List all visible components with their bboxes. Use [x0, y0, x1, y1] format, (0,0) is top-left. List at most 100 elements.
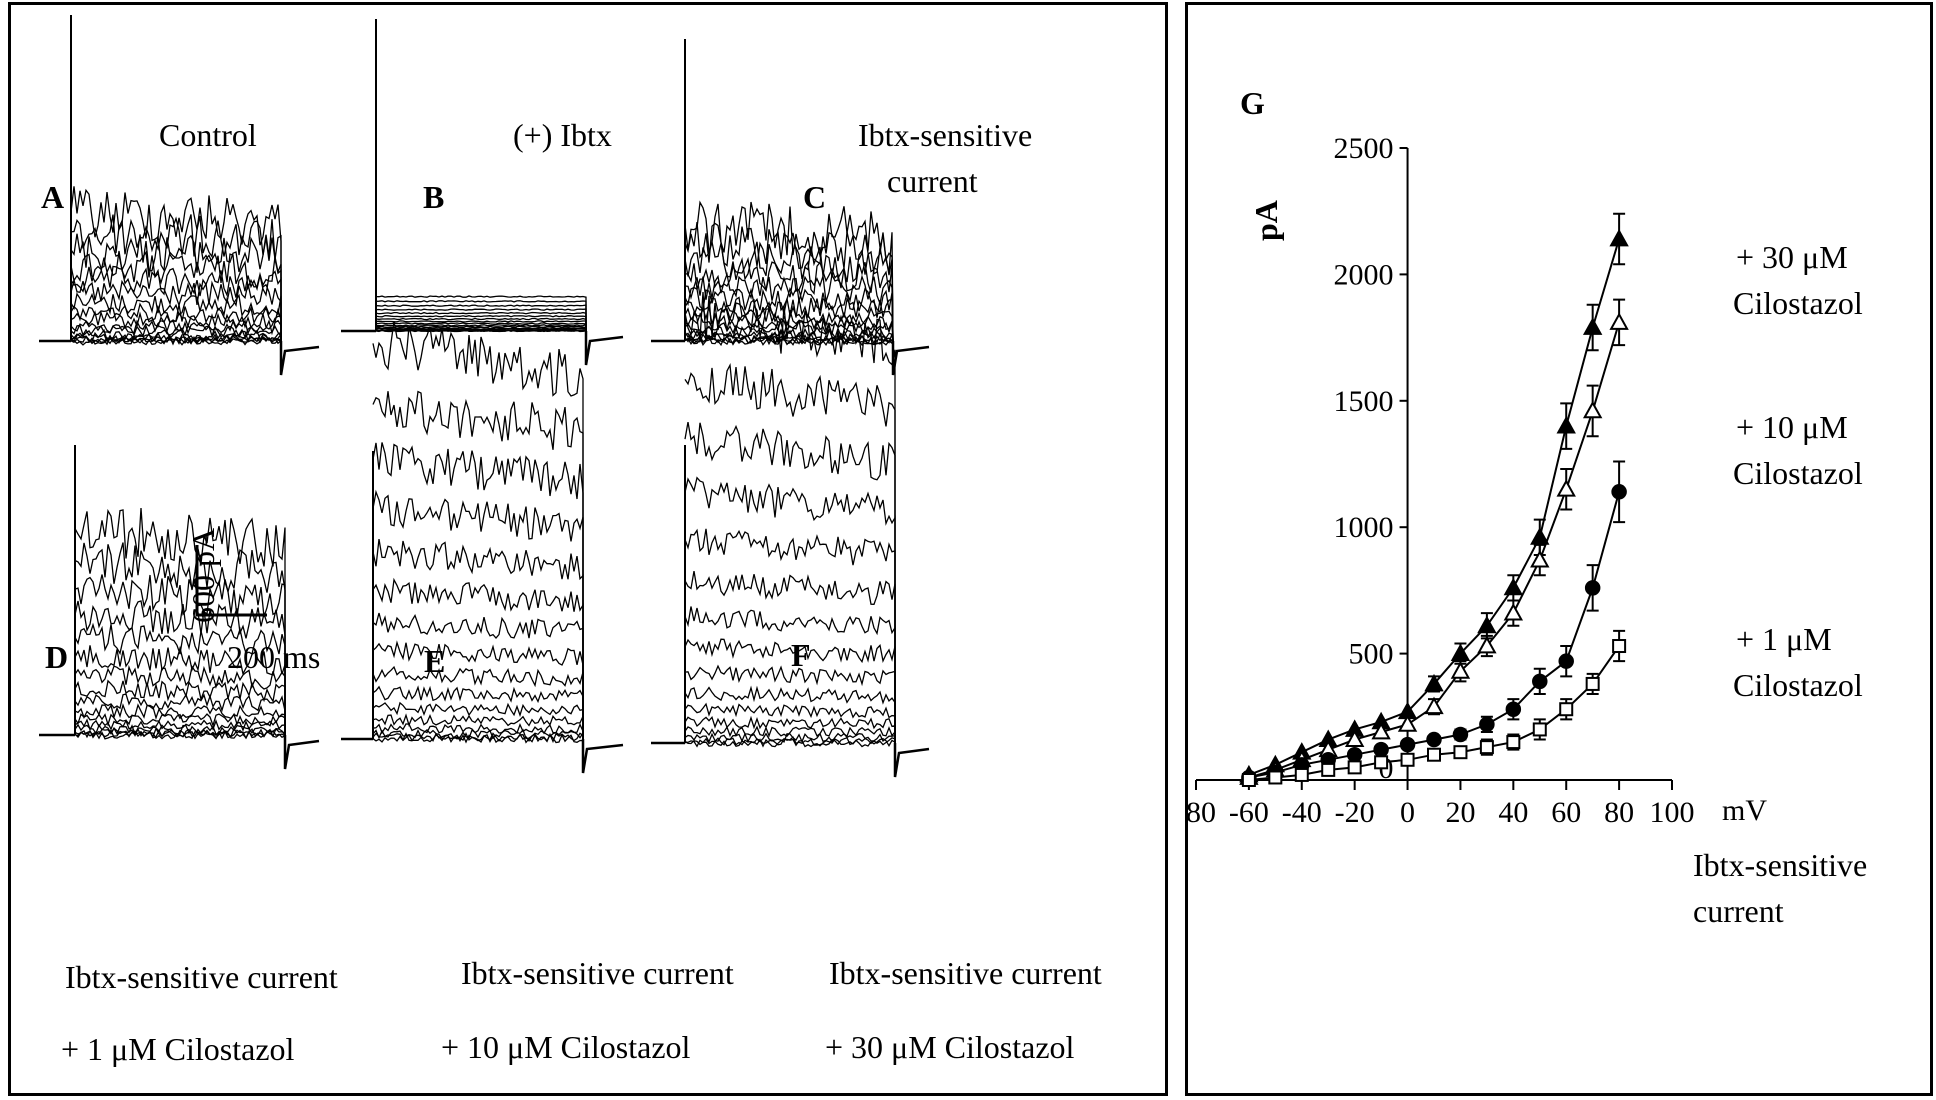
data-point	[1556, 479, 1576, 497]
data-point	[1397, 714, 1418, 732]
data-point	[1400, 752, 1415, 767]
panel-letter-e: E	[424, 643, 446, 679]
tail-current	[891, 341, 930, 376]
data-point	[1559, 702, 1574, 717]
current-trace	[74, 723, 286, 736]
x-axis-label: mV	[1722, 794, 1767, 827]
series-label-1um-line2: Cilostazol	[1733, 667, 1863, 703]
current-trace	[74, 622, 286, 735]
panel-f-label-line2: + 30 μM Cilostazol	[825, 1029, 1075, 1065]
panel-f-label-line1: Ibtx-sensitive current	[829, 955, 1102, 991]
current-trace	[684, 331, 894, 344]
panel-d-label-line1: Ibtx-sensitive current	[65, 959, 338, 995]
current-trace	[684, 200, 894, 342]
panel-letter-c: C	[803, 179, 827, 215]
current-trace	[70, 310, 282, 341]
data-point	[1558, 653, 1574, 669]
current-trace	[372, 685, 584, 739]
current-trace	[70, 292, 282, 341]
data-point	[1503, 603, 1524, 621]
data-point	[1321, 762, 1336, 777]
series-line	[1248, 238, 1621, 776]
data-point	[1506, 735, 1521, 750]
data-point	[1241, 773, 1256, 787]
y-tick-label: 2000	[1334, 258, 1394, 291]
x-tick-label: -80	[1188, 796, 1216, 829]
data-point	[1582, 400, 1603, 419]
y-axis-label: pA	[1248, 200, 1284, 241]
data-point	[1452, 726, 1469, 743]
current-trace	[684, 528, 896, 743]
traces-figure: A Control B (+) Ibtx C Ibtx-sensitive cu…	[8, 2, 1168, 1096]
data-point	[1346, 746, 1363, 763]
current-trace	[375, 304, 587, 331]
data-point	[1450, 643, 1471, 661]
current-trace	[372, 320, 584, 739]
series-label-30um-line1: + 30 μM	[1736, 239, 1848, 275]
current-trace	[375, 300, 587, 331]
data-point	[1453, 745, 1468, 760]
current-trace	[74, 574, 286, 735]
current-trace	[70, 250, 282, 341]
series-label-ibtx-line1: Ibtx-sensitive	[1693, 847, 1868, 883]
tail-current	[584, 331, 624, 366]
x-tick-label: 60	[1551, 796, 1581, 829]
scale-bar-horizontal-label: 200 ms	[227, 639, 321, 675]
panel-letter-g: G	[1240, 85, 1265, 121]
trace-panel-a	[39, 15, 320, 376]
tail-current	[283, 735, 320, 770]
current-trace	[684, 715, 896, 743]
scale-bar-vertical-label: 600 pA	[185, 527, 221, 623]
current-trace	[684, 638, 896, 743]
current-trace	[372, 489, 584, 739]
series-label-1um-line1: + 1 μM	[1736, 621, 1832, 657]
current-trace	[372, 612, 584, 739]
current-trace	[684, 241, 894, 342]
trace-panel-c	[651, 39, 930, 376]
current-trace	[684, 737, 896, 748]
panel-letter-b: B	[423, 179, 445, 215]
data-point	[1609, 312, 1629, 330]
current-trace	[70, 302, 282, 341]
current-trace	[70, 324, 282, 341]
data-point	[1268, 770, 1283, 785]
panel-e-label-line1: Ibtx-sensitive current	[461, 955, 734, 991]
current-trace	[684, 325, 894, 342]
current-trace	[375, 308, 587, 331]
data-point	[1344, 729, 1365, 747]
current-trace	[375, 314, 587, 331]
data-point	[1371, 721, 1391, 740]
y-tick-label: 500	[1349, 638, 1394, 671]
data-point	[1427, 747, 1441, 762]
data-point	[1505, 701, 1522, 717]
current-trace	[684, 570, 896, 743]
data-point	[1530, 550, 1550, 568]
tail-current	[893, 743, 930, 778]
current-trace	[70, 186, 282, 341]
current-trace	[74, 712, 286, 735]
data-point	[1582, 317, 1603, 335]
current-trace	[375, 328, 587, 332]
series-label-30um-line2: Cilostazol	[1733, 285, 1863, 321]
traces-plot-area	[39, 15, 930, 778]
current-trace	[684, 725, 896, 743]
current-trace	[375, 323, 587, 331]
current-trace	[70, 319, 282, 341]
data-point	[1424, 673, 1444, 692]
x-tick-label: -20	[1335, 796, 1375, 829]
current-trace	[74, 693, 286, 735]
series-label-10um-line1: + 10 μM	[1736, 409, 1848, 445]
current-trace	[372, 390, 584, 739]
current-trace	[372, 538, 584, 739]
trace-panel-e	[341, 320, 624, 774]
data-point	[1532, 722, 1547, 737]
data-point	[1479, 740, 1494, 755]
current-trace	[375, 325, 587, 331]
scale-bar	[195, 545, 267, 617]
data-point	[1479, 716, 1495, 733]
panel-d-label-line2: + 1 μM Cilostazol	[61, 1031, 295, 1067]
current-trace	[684, 291, 896, 743]
current-trace	[70, 265, 282, 341]
current-trace	[372, 728, 584, 740]
current-trace	[684, 685, 896, 743]
